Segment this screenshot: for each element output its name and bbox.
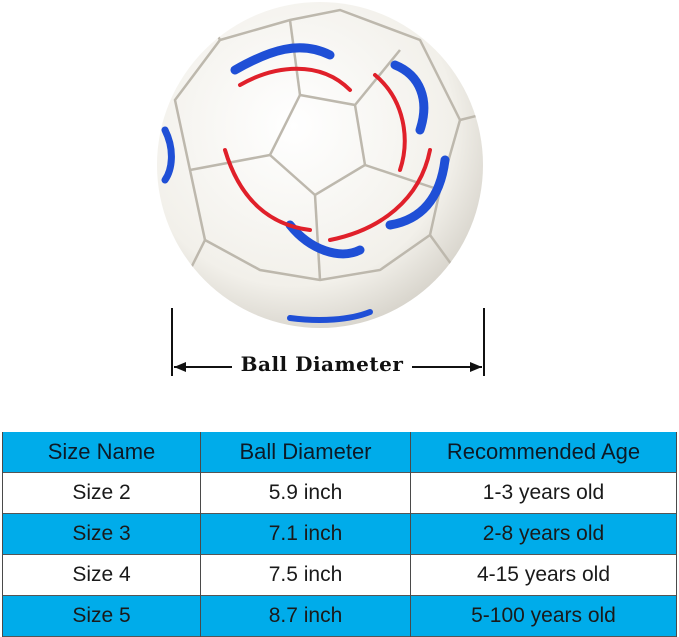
table-row: Size 2 5.9 inch 1-3 years old (2, 472, 677, 514)
diameter-cell: 5.9 inch (200, 472, 411, 514)
size-name-cell: Size 2 (2, 472, 201, 514)
table-row: Size 5 8.7 inch 5-100 years old (2, 595, 677, 637)
arrow-left-icon (174, 362, 186, 372)
soccer-ball-image (157, 2, 485, 376)
diameter-cell: 7.1 inch (200, 513, 411, 555)
size-name-cell: Size 4 (2, 554, 201, 596)
arrow-right-icon (470, 362, 482, 372)
age-cell: 4-15 years old (410, 554, 677, 596)
size-chart-table: Size Name Ball Diameter Recommended Age … (2, 432, 677, 637)
diameter-cell: 8.7 inch (200, 595, 411, 637)
header-ball-diameter: Ball Diameter (200, 432, 411, 473)
age-cell: 2-8 years old (410, 513, 677, 555)
age-cell: 5-100 years old (410, 595, 677, 637)
table-header-row: Size Name Ball Diameter Recommended Age (2, 432, 677, 473)
size-name-cell: Size 5 (2, 595, 201, 637)
age-cell: 1-3 years old (410, 472, 677, 514)
size-name-cell: Size 3 (2, 513, 201, 555)
ball-body (157, 2, 483, 328)
header-size-name: Size Name (2, 432, 201, 473)
ball-graphics (161, 43, 450, 323)
ball-diameter-label: Ball Diameter (232, 352, 412, 376)
diameter-cell: 7.5 inch (200, 554, 411, 596)
header-recommended-age: Recommended Age (410, 432, 677, 473)
table-row: Size 4 7.5 inch 4-15 years old (2, 554, 677, 596)
table-row: Size 3 7.1 inch 2-8 years old (2, 513, 677, 555)
